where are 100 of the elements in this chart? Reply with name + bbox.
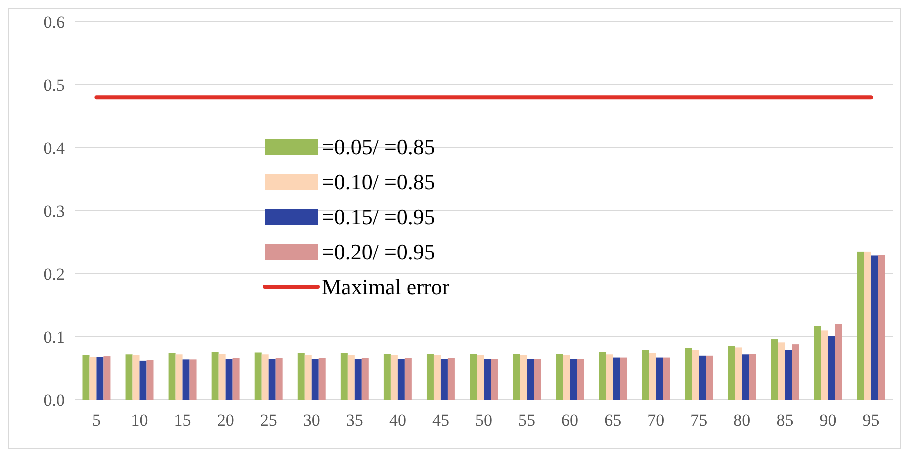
bar: [577, 359, 584, 400]
bar: [556, 354, 564, 400]
bar: [599, 352, 606, 400]
x-tick-label: 55: [518, 411, 536, 430]
bar: [735, 348, 742, 400]
x-tick-label: 65: [604, 411, 622, 430]
bar: [140, 360, 147, 400]
x-tick-label: 30: [303, 411, 320, 430]
bar: [318, 358, 326, 400]
bar: [692, 350, 700, 400]
bar: [771, 340, 778, 400]
bar: [706, 356, 714, 400]
bar: [276, 358, 283, 400]
bar: [182, 360, 190, 400]
x-tick-label: 5: [92, 411, 101, 430]
x-tick-label: 80: [734, 411, 751, 430]
bar: [190, 360, 197, 400]
bar: [312, 359, 319, 400]
bar: [699, 356, 706, 400]
bar: [792, 344, 800, 400]
bar: [254, 352, 262, 400]
bar: [728, 346, 736, 400]
bar: [298, 353, 305, 400]
y-tick-label: 0.5: [44, 76, 65, 95]
bar: [226, 359, 233, 400]
y-tick-label: 0.4: [44, 138, 66, 158]
y-tick-label: 0.3: [44, 202, 65, 221]
legend-label: Maximal error: [322, 274, 450, 300]
bar: [620, 358, 628, 400]
bar: [749, 354, 756, 400]
x-tick-label: 20: [217, 411, 234, 430]
bar: [821, 330, 828, 400]
bar: [563, 355, 570, 400]
bar: [534, 359, 542, 400]
bar: [785, 350, 792, 400]
x-tick-label: 10: [131, 411, 148, 430]
bar: [218, 354, 226, 400]
bar: [304, 355, 312, 400]
x-tick-label: 15: [174, 411, 192, 430]
x-tick-label: 40: [389, 411, 406, 430]
bar: [96, 357, 104, 400]
bar: [146, 360, 154, 400]
bar: [685, 348, 692, 400]
bar: [871, 256, 878, 400]
x-tick-label: 25: [260, 411, 278, 430]
y-tick-label: 0.0: [44, 390, 65, 410]
bar: [340, 353, 348, 400]
bar: [649, 353, 656, 400]
bar: [527, 359, 534, 400]
bar: [477, 355, 484, 400]
x-tick-label: 90: [820, 411, 837, 430]
bar: [404, 358, 412, 400]
bar: [742, 354, 750, 400]
bar: [656, 358, 664, 400]
legend-label: =0.10/ =0.85: [322, 170, 436, 195]
bar: [168, 353, 176, 400]
bar: [778, 342, 786, 400]
x-tick-label: 85: [776, 411, 794, 430]
bar: [426, 354, 434, 400]
bar: [362, 358, 369, 400]
bar: [90, 357, 97, 400]
x-tick-label: 75: [690, 411, 708, 430]
y-tick-label: 0.2: [44, 264, 65, 284]
x-tick-label: 45: [432, 411, 450, 430]
bar: [613, 358, 620, 400]
bar: [348, 355, 355, 400]
bar: [606, 354, 614, 400]
bar: [384, 354, 391, 400]
bar: [814, 326, 822, 400]
bar: [484, 359, 491, 400]
bar: [878, 255, 886, 400]
legend-label: =0.05/ =0.85: [322, 134, 436, 160]
bar: [448, 358, 455, 400]
bar: [835, 324, 842, 400]
bar: [390, 355, 398, 400]
x-tick-label: 35: [346, 411, 364, 430]
x-tick-label: 70: [648, 411, 665, 430]
bar: [642, 350, 650, 400]
bar: [570, 359, 578, 400]
legend-label: =0.15/ =0.95: [322, 204, 436, 230]
bar: [354, 359, 362, 400]
bar: [132, 355, 140, 400]
bar: [470, 354, 478, 400]
bar: [828, 336, 836, 400]
bar: [520, 355, 528, 400]
y-tick-label: 0.6: [44, 12, 65, 32]
bar: [663, 358, 670, 400]
bar: [513, 354, 520, 400]
bar: [440, 359, 448, 400]
bar: [490, 359, 498, 400]
bar: [176, 354, 183, 400]
bar: [268, 359, 276, 400]
bar: [212, 352, 219, 400]
bar: [104, 356, 111, 400]
bar: [232, 358, 240, 400]
legend-label: =0.20/ =0.95: [322, 240, 436, 265]
x-tick-label: 95: [862, 411, 880, 430]
bar: [262, 354, 269, 400]
y-tick-label: 0.1: [44, 328, 65, 347]
bar: [857, 252, 864, 400]
